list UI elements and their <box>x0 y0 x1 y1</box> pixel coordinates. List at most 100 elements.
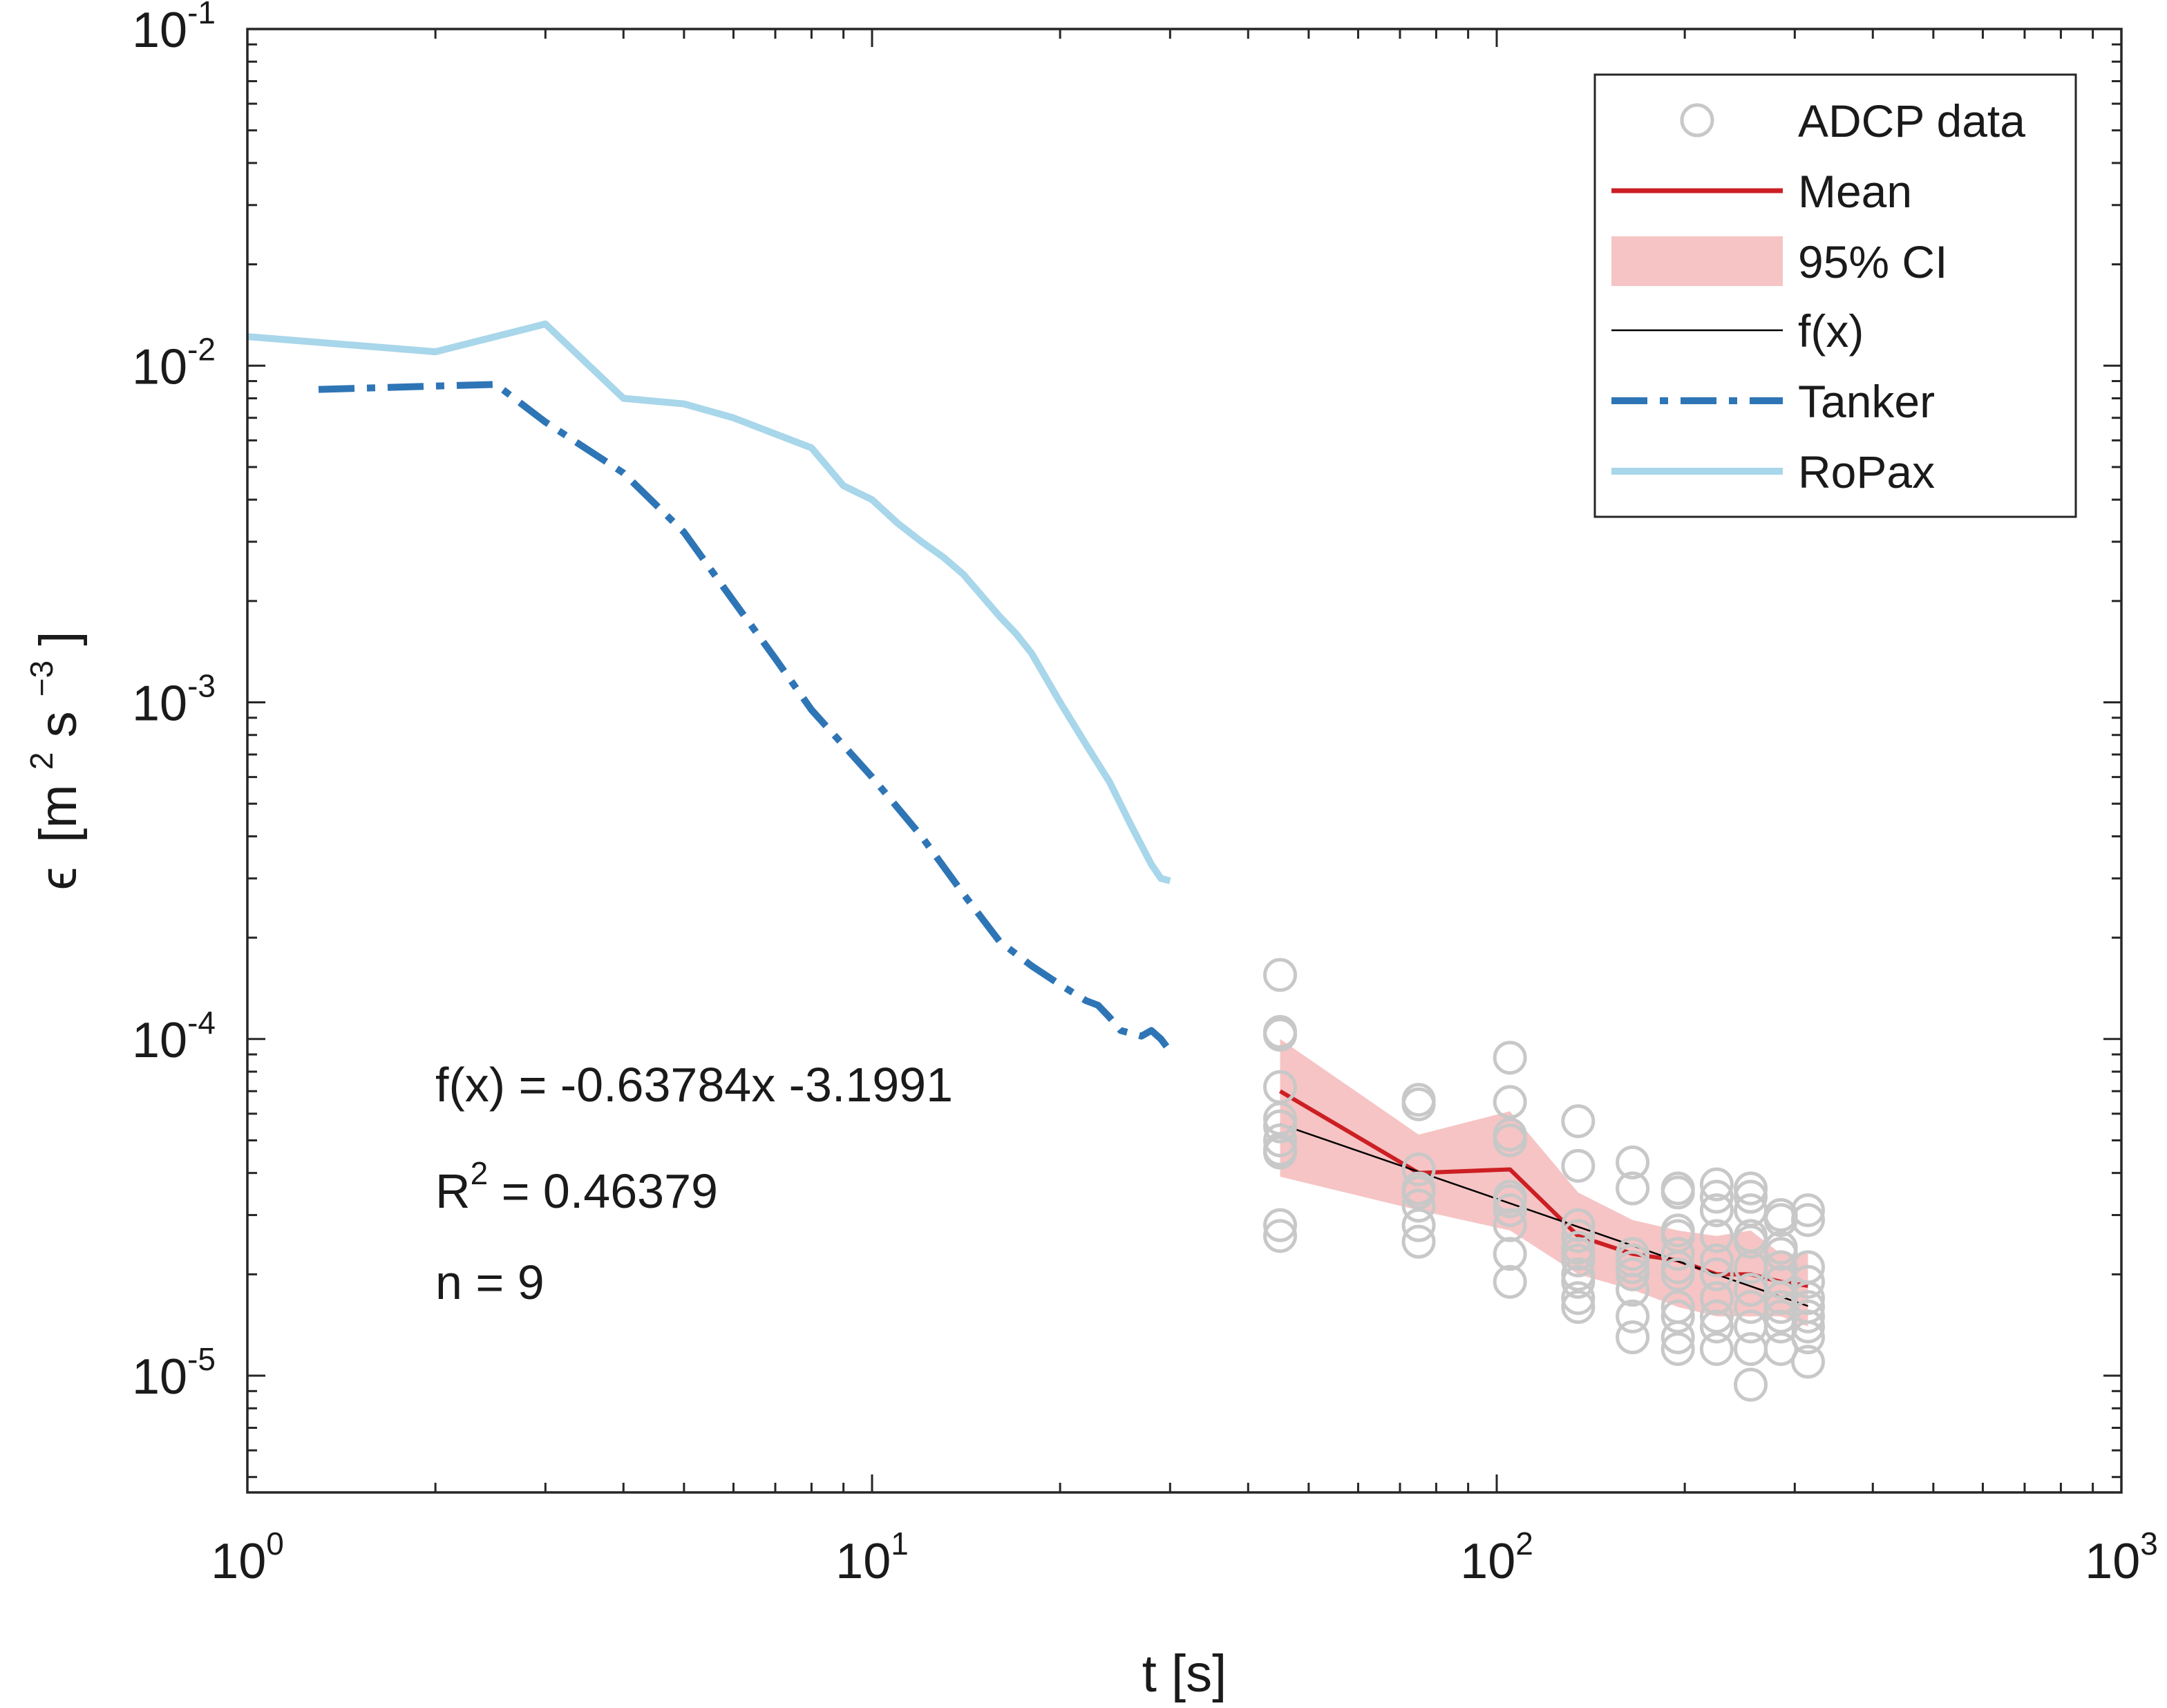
y-axis-title: ϵ [m 2 s −3 ] <box>6 632 88 891</box>
adcp-point <box>1660 1175 1695 1210</box>
y-tick-label: 10-3 <box>132 668 216 732</box>
y-axis-unit-close: ] <box>29 632 88 646</box>
adcp-point <box>1561 1219 1596 1253</box>
adcp-point <box>1493 1193 1527 1228</box>
adcp-point <box>1561 1243 1596 1278</box>
y-axis-unit-open: [m <box>29 784 88 842</box>
adcp-point <box>1263 1208 1298 1242</box>
adcp-point <box>1699 1193 1734 1228</box>
adcp-point <box>1660 1299 1695 1334</box>
adcp-point <box>1616 1145 1650 1179</box>
adcp-point <box>1734 1367 1768 1402</box>
adcp-point <box>1790 1193 1825 1228</box>
adcp-point <box>1790 1299 1825 1334</box>
legend-label-adcp: ADCP data <box>1798 95 2025 146</box>
y-axis-unit-mid: s <box>29 711 88 737</box>
adcp-point <box>1401 1224 1436 1259</box>
adcp-point <box>1660 1237 1695 1271</box>
x-tick-label: 102 <box>1460 1526 1533 1589</box>
legend-label-fit: f(x) <box>1798 305 1864 357</box>
legend-box <box>1593 73 2077 518</box>
y-tick-label: 10-5 <box>132 1341 216 1405</box>
adcp-point <box>1616 1273 1650 1307</box>
adcp-point <box>1734 1179 1768 1214</box>
adcp-point <box>1401 1152 1436 1186</box>
adcp-point <box>1763 1237 1798 1271</box>
legend: ADCP data Mean 95% CI f(x) Tanker RoPax <box>1593 73 2077 518</box>
adcp-point <box>1790 1320 1825 1355</box>
x-axis-title: t [s] <box>1142 1644 1227 1703</box>
adcp-point <box>1734 1171 1768 1206</box>
adcp-point <box>1493 1041 1527 1075</box>
adcp-point <box>1699 1219 1734 1253</box>
adcp-point <box>1616 1171 1650 1206</box>
adcp-point <box>1616 1257 1650 1291</box>
adcp-point <box>1493 1123 1527 1157</box>
fit-annotation: f(x) = -0.63784x -3.1991 R2 = 0.46379 n … <box>435 1058 953 1309</box>
adcp-point <box>1401 1208 1436 1242</box>
ropax-line <box>247 320 1171 884</box>
adcp-point <box>1660 1320 1695 1355</box>
adcp-point <box>1401 1175 1436 1210</box>
adcp-point <box>1699 1309 1734 1344</box>
legend-label-ci: 95% CI <box>1798 236 1947 287</box>
tick-marks <box>246 29 2123 1492</box>
adcp-point <box>1561 1281 1596 1316</box>
adcp-point <box>1660 1331 1695 1366</box>
ci-layer <box>1280 1038 1808 1327</box>
axes: 100 101 102 103 10-1 10-2 10-3 10-4 10-5 <box>132 0 2158 1589</box>
tanker-line <box>318 381 1173 1054</box>
y-tick-label: 10-4 <box>132 1005 216 1068</box>
adcp-point <box>1263 1219 1298 1253</box>
adcp-point <box>1699 1331 1734 1366</box>
y-tick-label: 10-2 <box>132 331 216 395</box>
adcp-point <box>1401 1188 1436 1223</box>
plot-frame <box>246 28 2123 1494</box>
adcp-point <box>1699 1257 1734 1291</box>
x-tick-label: 103 <box>2085 1526 2158 1589</box>
ci-band <box>1280 1038 1808 1327</box>
adcp-point <box>1263 958 1298 992</box>
legend-label-ropax: RoPax <box>1798 446 1935 497</box>
adcp-point <box>1561 1148 1596 1183</box>
svg-text:ϵ [m 2 s: ϵ [m 2 s −3 ] <box>6 632 88 891</box>
adcp-point <box>1790 1309 1825 1344</box>
adcp-point <box>1561 1104 1596 1139</box>
adcp-point <box>1699 1299 1734 1334</box>
y-tick-label: 10-1 <box>132 0 216 58</box>
adcp-points-layer <box>1263 958 1825 1402</box>
adcp-point <box>1660 1257 1695 1291</box>
adcp-point <box>1699 1167 1734 1202</box>
r-squared: R2 = 0.46379 <box>435 1155 718 1218</box>
adcp-point <box>1561 1290 1596 1325</box>
legend-adcp-marker <box>1680 103 1714 137</box>
adcp-point <box>1616 1299 1650 1334</box>
y-tick-labels: 10-1 10-2 10-3 10-4 10-5 <box>132 0 216 1405</box>
adcp-point <box>1493 1264 1527 1299</box>
adcp-point <box>1493 1085 1527 1119</box>
x-tick-labels: 100 101 102 103 <box>211 1526 2158 1589</box>
adcp-point <box>1699 1281 1734 1316</box>
y-axis-unit-exp2: −3 <box>23 661 59 696</box>
adcp-point <box>1493 1184 1527 1218</box>
adcp-point <box>1263 1018 1298 1052</box>
adcp-point <box>1790 1203 1825 1237</box>
fit-equation: f(x) = -0.63784x -3.1991 <box>435 1058 953 1112</box>
adcp-point <box>1561 1257 1596 1291</box>
adcp-point <box>1790 1345 1825 1379</box>
legend-label-tanker: Tanker <box>1798 376 1935 427</box>
sample-count: n = 9 <box>435 1255 545 1309</box>
adcp-point <box>1699 1243 1734 1278</box>
y-axis-unit-exp1: 2 <box>23 752 59 770</box>
adcp-point <box>1401 1087 1436 1121</box>
adcp-point <box>1790 1264 1825 1299</box>
adcp-point <box>1263 1109 1298 1144</box>
adcp-point <box>1616 1320 1650 1355</box>
adcp-point <box>1734 1273 1768 1307</box>
adcp-point <box>1561 1264 1596 1299</box>
x-tick-label: 101 <box>835 1526 909 1589</box>
y-axis-symbol: ϵ <box>29 867 88 891</box>
adcp-point <box>1493 1237 1527 1271</box>
adcp-point <box>1699 1179 1734 1214</box>
